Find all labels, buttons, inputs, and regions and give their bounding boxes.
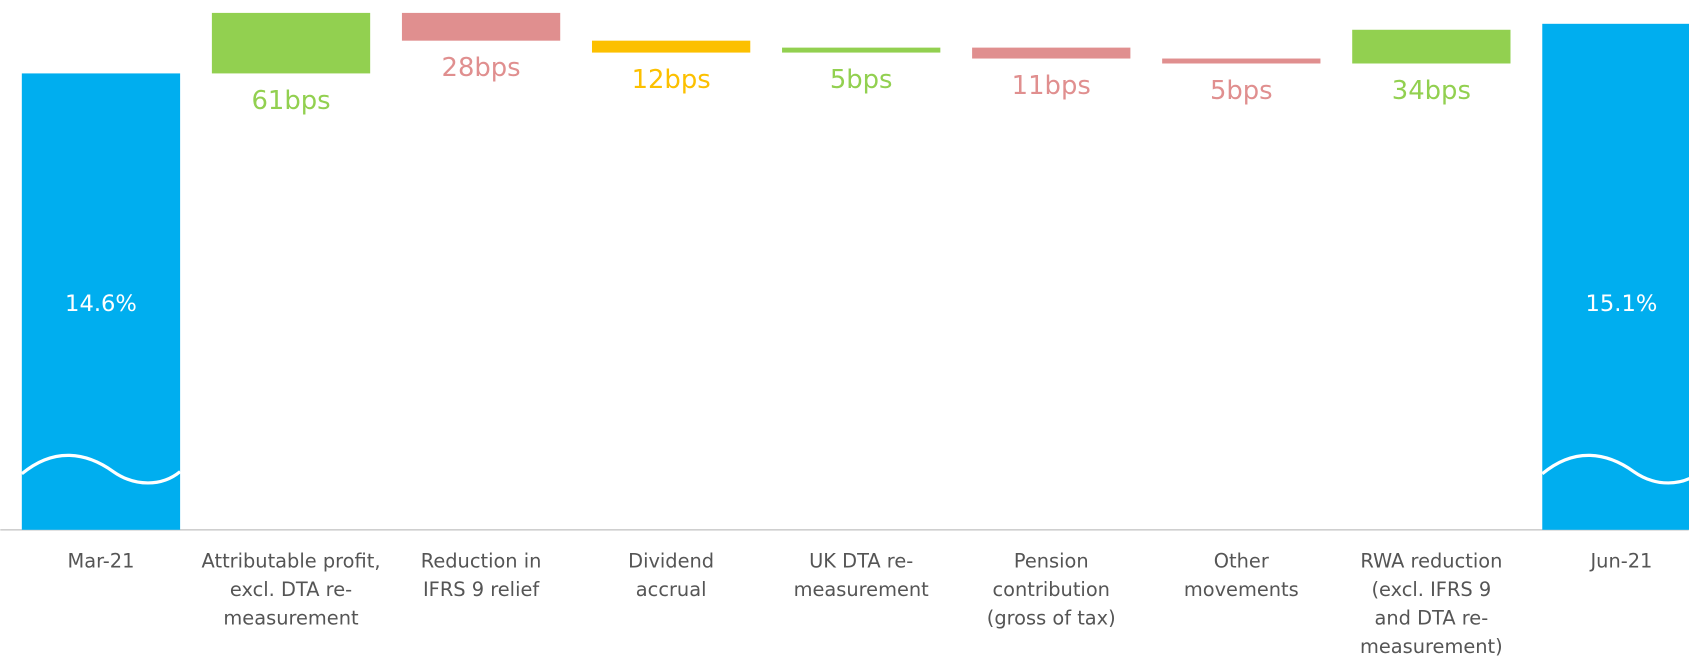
bar xyxy=(401,12,561,41)
x-tick-label: (excl. IFRS 9 xyxy=(1371,578,1491,601)
x-tick-label: measurement) xyxy=(1360,635,1503,658)
x-tick-label: IFRS 9 relief xyxy=(423,578,540,601)
axis-break xyxy=(1541,453,1689,485)
x-tick-label: RWA reduction xyxy=(1360,550,1502,573)
x-tick-label: Attributable profit, xyxy=(202,550,381,573)
value-label: 34bps xyxy=(1392,76,1471,106)
x-tick-label: Mar-21 xyxy=(67,550,134,573)
x-tick-label: Pension xyxy=(1014,550,1089,573)
value-label: 15.1% xyxy=(1585,291,1657,317)
value-label: 14.6% xyxy=(65,291,137,317)
x-tick-label: and DTA re- xyxy=(1374,607,1488,630)
x-tick-label: accrual xyxy=(636,578,707,601)
x-tick-label: measurement xyxy=(223,607,359,630)
bar xyxy=(1352,29,1511,64)
value-label: 28bps xyxy=(442,53,521,83)
bar xyxy=(782,47,941,53)
x-tick-label: excl. DTA re- xyxy=(230,578,352,601)
value-label: 61bps xyxy=(251,86,330,116)
x-tick-label: UK DTA re- xyxy=(809,550,913,573)
x-tick-label: Jun-21 xyxy=(1589,550,1652,573)
bar xyxy=(21,73,181,530)
x-tick-label: Reduction in xyxy=(421,550,542,573)
value-label: 12bps xyxy=(632,65,711,95)
value-label: 11bps xyxy=(1012,71,1091,101)
x-tick-label: (gross of tax) xyxy=(987,607,1116,630)
value-label: 5bps xyxy=(1210,76,1273,106)
bar xyxy=(1162,58,1321,64)
bar xyxy=(591,40,751,53)
x-tick-label: Other xyxy=(1214,550,1269,573)
x-tick-label: movements xyxy=(1184,578,1299,601)
value-label: 5bps xyxy=(830,65,893,95)
x-tick-label: Dividend xyxy=(628,550,714,573)
axis-break xyxy=(20,453,182,485)
bar xyxy=(972,47,1131,59)
bar xyxy=(211,12,371,74)
x-tick-label: contribution xyxy=(993,578,1110,601)
bar xyxy=(1542,23,1689,530)
x-tick-label: measurement xyxy=(794,578,930,601)
